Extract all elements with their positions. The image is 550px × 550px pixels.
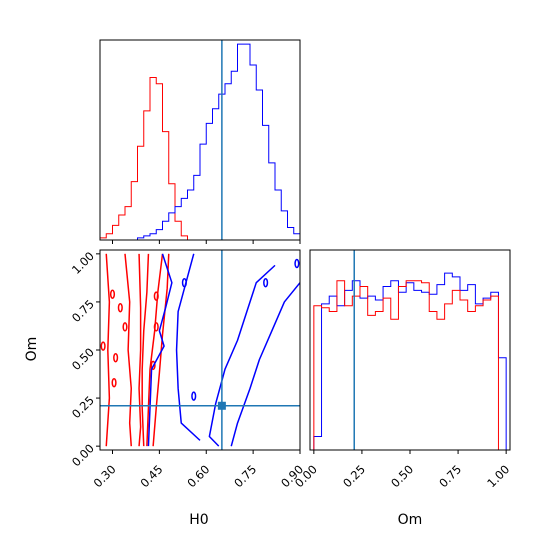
h0-tick-label-0: 0.30 <box>91 462 119 490</box>
contour-line-2-3 <box>208 264 276 447</box>
contour-line-1-2 <box>124 253 132 447</box>
x-axis-label-h0: H0 <box>189 512 208 528</box>
h0-tick-label-2: 0.60 <box>184 462 212 490</box>
contour-line-2-2 <box>175 253 201 441</box>
h0-om-contour-panel: 0.30 0.45 0.60 0.75 0.900.000.250.500.751.00 <box>69 249 306 490</box>
om-histogram-series-2 <box>313 280 507 451</box>
om-marginal-frame <box>309 249 511 451</box>
h0-marginal-frame <box>99 39 301 241</box>
contour-island-1-8 <box>153 322 159 332</box>
om-tick-label-0: 0.00 <box>69 441 97 469</box>
truth-marker <box>217 401 226 410</box>
om-histogram-series-1 <box>313 272 507 450</box>
contour-island-1-4 <box>113 352 119 363</box>
om-x-tick-label-3: 0.75 <box>436 462 464 490</box>
x-axis-label-om: Om <box>398 512 423 528</box>
contour-island-1-5 <box>111 377 117 388</box>
om-tick-label-1: 0.25 <box>69 393 97 421</box>
om-tick-label-3: 0.75 <box>69 297 97 325</box>
contour-island-1-1 <box>100 341 106 351</box>
contour-island-1-3 <box>117 302 123 313</box>
h0-tick-label-3: 0.75 <box>231 462 259 490</box>
contour-line-1-3 <box>138 253 142 447</box>
contour-island-1-2 <box>109 289 116 299</box>
h0-histogram-series-2 <box>100 43 301 241</box>
contour-line-1-1 <box>105 253 111 447</box>
contour-line-1-4 <box>146 253 164 447</box>
om-tick-label-2: 0.50 <box>69 345 97 373</box>
contour-island-2-1 <box>181 277 187 288</box>
contour-line-1-5 <box>152 253 170 447</box>
h0-marginal-panel <box>99 39 301 244</box>
contour-line-1-6 <box>141 253 150 447</box>
contour-island-2-3 <box>294 258 300 269</box>
om-x-tick-label-4: 1.00 <box>484 462 512 490</box>
contour-line-2-1 <box>147 253 173 447</box>
contour-island-1-9 <box>150 360 156 371</box>
contour-layer <box>100 253 300 447</box>
contour-island-1-6 <box>153 291 159 301</box>
om-tick-label-4: 1.00 <box>69 249 97 277</box>
contour-island-2-4 <box>263 277 269 288</box>
om-marginal-panel: 0.00 0.25 0.50 0.75 1.00 <box>292 249 512 490</box>
contour-island-2-2 <box>191 391 197 401</box>
contour-line-2-4 <box>230 282 300 447</box>
om-x-tick-label-2: 0.50 <box>388 462 416 490</box>
contour-island-1-7 <box>122 322 128 332</box>
y-axis-label-om: Om <box>24 337 40 362</box>
om-x-tick-label-1: 0.25 <box>340 462 368 490</box>
h0-tick-label-1: 0.45 <box>137 462 165 490</box>
